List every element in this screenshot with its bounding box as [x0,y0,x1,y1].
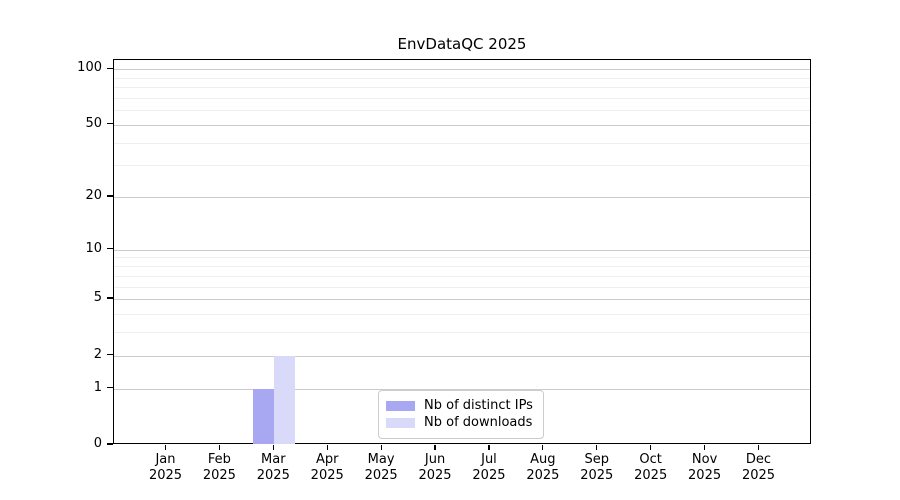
y-tick-label: 20 [85,188,102,204]
gridline-minor [114,257,810,259]
gridline-minor [114,97,810,99]
y-tick-mark [107,443,113,445]
x-tick-mark [218,444,220,450]
gridline-major [114,69,810,71]
y-tick-mark [107,123,113,125]
y-tick-mark [107,386,113,389]
y-tick-label: 50 [85,115,102,131]
x-tick-label: Jan 2025 [148,452,183,483]
gridline-minor [114,77,810,79]
y-tick-mark [107,248,113,250]
gridline-minor [114,313,810,315]
x-tick-label: Apr 2025 [310,452,344,483]
bar-nb-of-distinct-ips [253,388,275,444]
x-tick-label: Sep 2025 [580,452,614,483]
gridline-major [114,197,810,199]
y-tick-label: 5 [93,290,102,306]
gridline-major [114,249,810,251]
bar-nb-of-downloads [274,355,296,444]
x-tick-mark [380,444,382,450]
y-tick-label: 0 [93,436,102,451]
gridline-major [114,124,810,126]
gridline-major [114,388,810,390]
legend-label-distinct-ips: Nb of distinct IPs [424,398,533,413]
x-tick-mark [650,444,652,450]
y-tick-mark [107,195,113,197]
x-tick-mark [757,444,760,450]
x-tick-mark [326,444,328,450]
gridline-major [114,355,810,357]
x-tick-mark [488,444,490,450]
x-tick-mark [434,444,436,450]
gridline-minor [114,87,810,89]
plot-area [113,59,811,444]
gridline-minor [114,110,810,112]
gridline-major [114,299,810,301]
legend-item-downloads: Nb of downloads [386,415,533,430]
gridline-minor [114,165,810,167]
y-tick-mark [107,353,113,356]
x-tick-label: Mar 2025 [256,452,290,483]
y-tick-label: 2 [93,346,102,362]
x-tick-mark [542,444,544,450]
x-tick-label: Oct 2025 [634,452,668,483]
legend-item-distinct-ips: Nb of distinct IPs [386,398,533,413]
x-tick-label: Jun 2025 [418,452,452,483]
gridline-minor [114,332,810,334]
x-tick-label: Aug 2025 [526,452,560,483]
legend-swatch-downloads [386,417,415,428]
legend-swatch-distinct-ips [386,400,415,411]
y-tick-mark [107,297,113,299]
y-tick-label: 1 [93,379,102,395]
x-tick-label: May 2025 [364,452,398,483]
y-tick-label: 10 [85,240,102,256]
legend: Nb of distinct IPs Nb of downloads [378,390,544,439]
x-tick-mark [272,444,274,450]
x-tick-label: Feb 2025 [202,452,236,483]
gridline-minor [114,266,810,268]
legend-label-downloads: Nb of downloads [424,415,533,430]
y-tick-mark [107,67,113,69]
chart-title: EnvDataQC 2025 [397,35,527,53]
gridline-minor [114,286,810,288]
x-tick-label: Dec 2025 [741,452,776,483]
x-tick-label: Jul 2025 [472,452,506,483]
gridline-minor [114,142,810,144]
x-tick-mark [164,444,167,450]
y-tick-label: 100 [77,60,102,76]
x-tick-label: Nov 2025 [688,452,722,483]
gridline-minor [114,275,810,277]
x-tick-mark [703,444,706,450]
x-tick-mark [596,444,598,450]
